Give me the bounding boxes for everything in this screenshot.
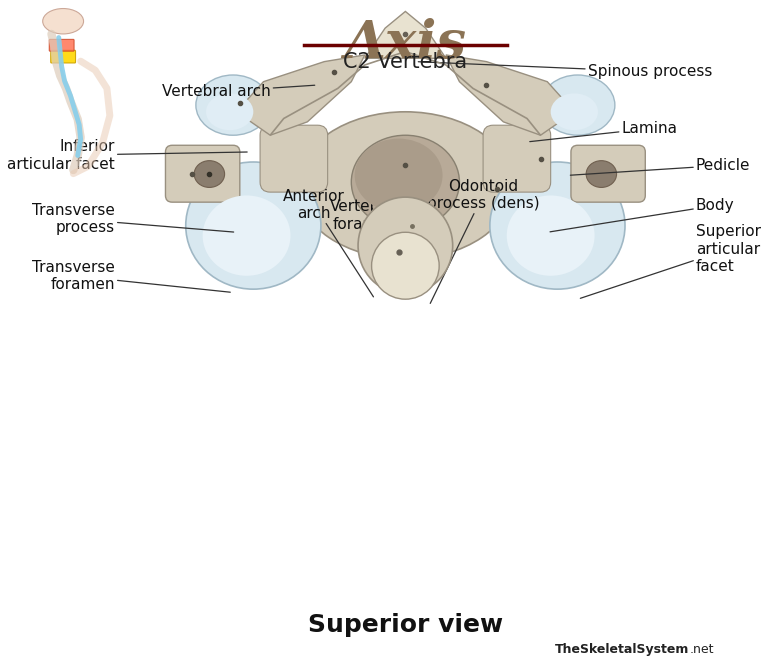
FancyBboxPatch shape	[571, 145, 645, 202]
Text: Transverse
process: Transverse process	[32, 203, 233, 235]
Text: Spinous process: Spinous process	[419, 62, 712, 79]
Text: Odontoid
process (dens): Odontoid process (dens)	[427, 179, 539, 303]
Ellipse shape	[194, 161, 224, 187]
Ellipse shape	[351, 135, 459, 229]
Text: Body: Body	[550, 198, 735, 232]
Ellipse shape	[43, 9, 84, 34]
Ellipse shape	[372, 233, 439, 299]
Text: Pedicle: Pedicle	[571, 158, 750, 175]
Ellipse shape	[358, 197, 452, 294]
Ellipse shape	[297, 112, 514, 259]
FancyBboxPatch shape	[483, 125, 551, 192]
Ellipse shape	[490, 162, 625, 289]
Text: Vertebral arch: Vertebral arch	[162, 84, 315, 99]
Text: TheSkeletalSystem: TheSkeletalSystem	[554, 643, 689, 656]
FancyBboxPatch shape	[165, 145, 240, 202]
Text: Axis: Axis	[344, 18, 466, 69]
Text: Superior
articular
facet: Superior articular facet	[581, 224, 761, 298]
Ellipse shape	[196, 75, 270, 135]
Ellipse shape	[541, 75, 615, 135]
Text: Anterior
arch: Anterior arch	[283, 189, 373, 297]
Ellipse shape	[507, 196, 594, 276]
Text: .net: .net	[689, 643, 713, 656]
Ellipse shape	[586, 161, 617, 187]
FancyBboxPatch shape	[51, 50, 75, 63]
FancyBboxPatch shape	[49, 40, 74, 51]
Text: Superior view: Superior view	[308, 613, 503, 637]
Text: C2 Vertebra: C2 Vertebra	[343, 52, 468, 72]
FancyBboxPatch shape	[260, 125, 328, 192]
Text: Inferior
articular facet: Inferior articular facet	[7, 139, 247, 171]
Polygon shape	[237, 55, 365, 135]
Text: Lamina: Lamina	[530, 121, 677, 142]
Ellipse shape	[186, 162, 321, 289]
Ellipse shape	[355, 138, 442, 212]
Polygon shape	[365, 11, 446, 58]
Polygon shape	[446, 55, 574, 135]
Ellipse shape	[551, 93, 598, 130]
Ellipse shape	[206, 93, 253, 130]
Ellipse shape	[203, 196, 290, 276]
Text: Transverse
foramen: Transverse foramen	[32, 259, 230, 292]
Text: Vertebral
foramen: Vertebral foramen	[329, 200, 400, 232]
